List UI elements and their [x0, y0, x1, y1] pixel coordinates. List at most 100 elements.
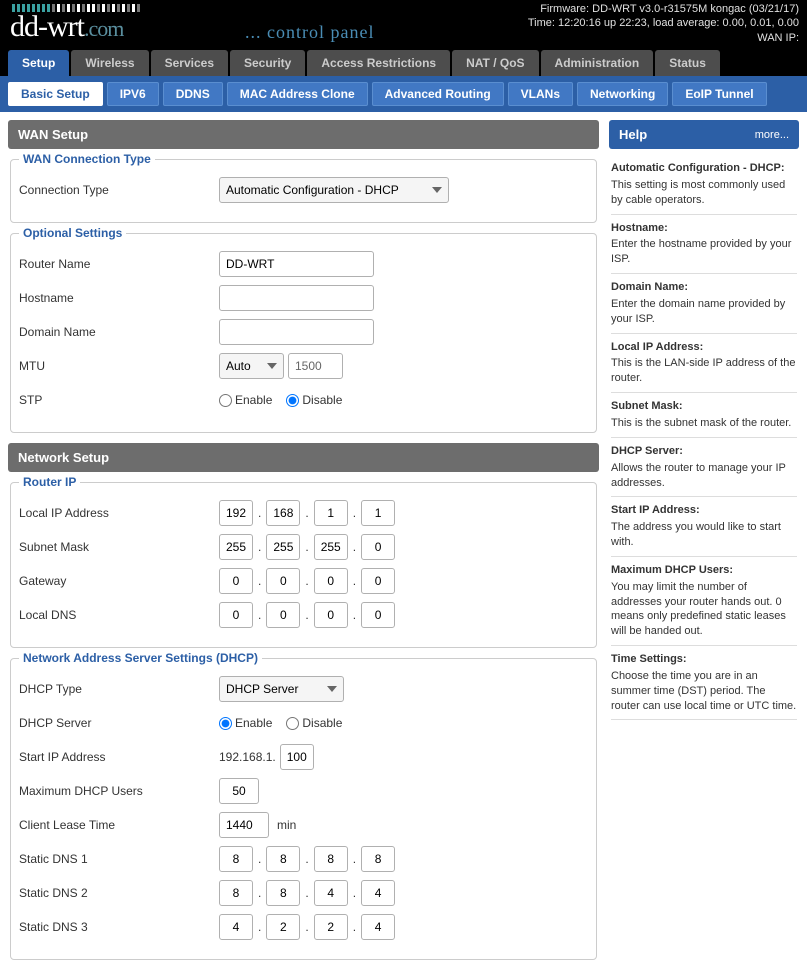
- localdns-oct-0[interactable]: [219, 602, 253, 628]
- localdns-oct-2[interactable]: [314, 602, 348, 628]
- stp-enable-radio[interactable]: [219, 394, 232, 407]
- sub-tab-ddns[interactable]: DDNS: [163, 82, 223, 106]
- main-tab-security[interactable]: Security: [230, 50, 305, 76]
- dns2-label: Static DNS 2: [19, 886, 219, 900]
- sub-tab-eoip-tunnel[interactable]: EoIP Tunnel: [672, 82, 766, 106]
- localdns-label: Local DNS: [19, 608, 219, 622]
- main-tab-setup[interactable]: Setup: [8, 50, 69, 76]
- dns3-label: Static DNS 3: [19, 920, 219, 934]
- wan-section-header: WAN Setup: [8, 120, 599, 149]
- dns1-oct-3[interactable]: [361, 846, 395, 872]
- dhcp-type-label: DHCP Type: [19, 682, 219, 696]
- dns3-oct-3[interactable]: [361, 914, 395, 940]
- dns2-oct-3[interactable]: [361, 880, 395, 906]
- start-ip-label: Start IP Address: [19, 750, 219, 764]
- help-more-link[interactable]: more...: [755, 129, 789, 141]
- help-item-3: Local IP Address:This is the LAN-side IP…: [611, 334, 797, 394]
- help-item-title: Start IP Address:: [611, 503, 797, 518]
- subnet-label: Subnet Mask: [19, 540, 219, 554]
- dns3-oct-2[interactable]: [314, 914, 348, 940]
- domain-name-input[interactable]: [219, 319, 374, 345]
- sub-tab-advanced-routing[interactable]: Advanced Routing: [372, 82, 504, 106]
- help-title: Help: [619, 127, 647, 142]
- network-section-header: Network Setup: [8, 443, 599, 472]
- dns3-oct-0[interactable]: [219, 914, 253, 940]
- main-tab-administration[interactable]: Administration: [541, 50, 654, 76]
- help-item-title: DHCP Server:: [611, 444, 797, 459]
- help-item-7: Maximum DHCP Users:You may limit the num…: [611, 557, 797, 646]
- main-tab-access-restrictions[interactable]: Access Restrictions: [307, 50, 450, 76]
- help-item-body: This is the subnet mask of the router.: [611, 416, 797, 431]
- subnet-oct-3[interactable]: [361, 534, 395, 560]
- gateway-oct-0[interactable]: [219, 568, 253, 594]
- gateway-oct-1[interactable]: [266, 568, 300, 594]
- router-name-input[interactable]: [219, 251, 374, 277]
- sub-tab-vlans[interactable]: VLANs: [508, 82, 573, 106]
- stp-disable-radio[interactable]: [286, 394, 299, 407]
- wan-connection-fieldset: WAN Connection Type Connection Type Auto…: [10, 159, 597, 223]
- dhcp-disable-radio[interactable]: [286, 717, 299, 730]
- max-users-input[interactable]: [219, 778, 259, 804]
- router-ip-fieldset: Router IP Local IP Address ... Subnet Ma…: [10, 482, 597, 648]
- local-ip-oct-3[interactable]: [361, 500, 395, 526]
- dns1-oct-0[interactable]: [219, 846, 253, 872]
- wan-ip-text: WAN IP:: [528, 31, 799, 45]
- lease-label: Client Lease Time: [19, 818, 219, 832]
- optional-settings-legend: Optional Settings: [19, 226, 126, 240]
- dhcp-legend: Network Address Server Settings (DHCP): [19, 651, 262, 665]
- subnet-oct-1[interactable]: [266, 534, 300, 560]
- main-tab-wireless[interactable]: Wireless: [71, 50, 148, 76]
- sub-tab-basic-setup[interactable]: Basic Setup: [8, 82, 103, 106]
- conn-type-label: Connection Type: [19, 183, 219, 197]
- lease-unit: min: [277, 818, 296, 832]
- main-tab-services[interactable]: Services: [151, 50, 228, 76]
- dns1-group: ...: [219, 846, 588, 872]
- gateway-group: ...: [219, 568, 588, 594]
- dhcp-type-select[interactable]: DHCP Server: [219, 676, 344, 702]
- mtu-label: MTU: [19, 359, 219, 373]
- dns1-oct-2[interactable]: [314, 846, 348, 872]
- dns1-oct-1[interactable]: [266, 846, 300, 872]
- mtu-value-input: [288, 353, 343, 379]
- lease-input[interactable]: [219, 812, 269, 838]
- dhcp-enable-radio[interactable]: [219, 717, 232, 730]
- max-users-label: Maximum DHCP Users: [19, 784, 219, 798]
- local-ip-label: Local IP Address: [19, 506, 219, 520]
- localdns-oct-3[interactable]: [361, 602, 395, 628]
- gateway-oct-2[interactable]: [314, 568, 348, 594]
- help-item-body: Enter the hostname provided by your ISP.: [611, 237, 797, 267]
- dns2-oct-1[interactable]: [266, 880, 300, 906]
- start-ip-input[interactable]: [280, 744, 314, 770]
- subnet-oct-2[interactable]: [314, 534, 348, 560]
- dns2-group: ...: [219, 880, 588, 906]
- conn-type-select[interactable]: Automatic Configuration - DHCP: [219, 177, 449, 203]
- local-ip-oct-0[interactable]: [219, 500, 253, 526]
- sub-tab-networking[interactable]: Networking: [577, 82, 668, 106]
- help-item-5: DHCP Server:Allows the router to manage …: [611, 438, 797, 498]
- dns3-group: ...: [219, 914, 588, 940]
- localdns-oct-1[interactable]: [266, 602, 300, 628]
- dns3-oct-1[interactable]: [266, 914, 300, 940]
- dns2-oct-0[interactable]: [219, 880, 253, 906]
- local-ip-oct-2[interactable]: [314, 500, 348, 526]
- local-ip-group: ...: [219, 500, 588, 526]
- gateway-oct-3[interactable]: [361, 568, 395, 594]
- help-item-body: You may limit the number of addresses yo…: [611, 580, 797, 639]
- header-info: Firmware: DD-WRT v3.0-r31575M kongac (03…: [528, 2, 799, 45]
- subnet-group: ...: [219, 534, 588, 560]
- help-item-4: Subnet Mask:This is the subnet mask of t…: [611, 393, 797, 438]
- local-ip-oct-1[interactable]: [266, 500, 300, 526]
- main-tab-nat-qos[interactable]: NAT / QoS: [452, 50, 538, 76]
- sub-tab-mac-address-clone[interactable]: MAC Address Clone: [227, 82, 368, 106]
- mtu-mode-select[interactable]: Auto: [219, 353, 284, 379]
- main-tabs: SetupWirelessServicesSecurityAccess Rest…: [0, 50, 807, 76]
- gateway-label: Gateway: [19, 574, 219, 588]
- main-tab-status[interactable]: Status: [655, 50, 720, 76]
- wan-connection-legend: WAN Connection Type: [19, 152, 155, 166]
- stp-label: STP: [19, 393, 219, 407]
- hostname-input[interactable]: [219, 285, 374, 311]
- sub-tab-ipv-[interactable]: IPV6: [107, 82, 159, 106]
- dns1-label: Static DNS 1: [19, 852, 219, 866]
- dns2-oct-2[interactable]: [314, 880, 348, 906]
- subnet-oct-0[interactable]: [219, 534, 253, 560]
